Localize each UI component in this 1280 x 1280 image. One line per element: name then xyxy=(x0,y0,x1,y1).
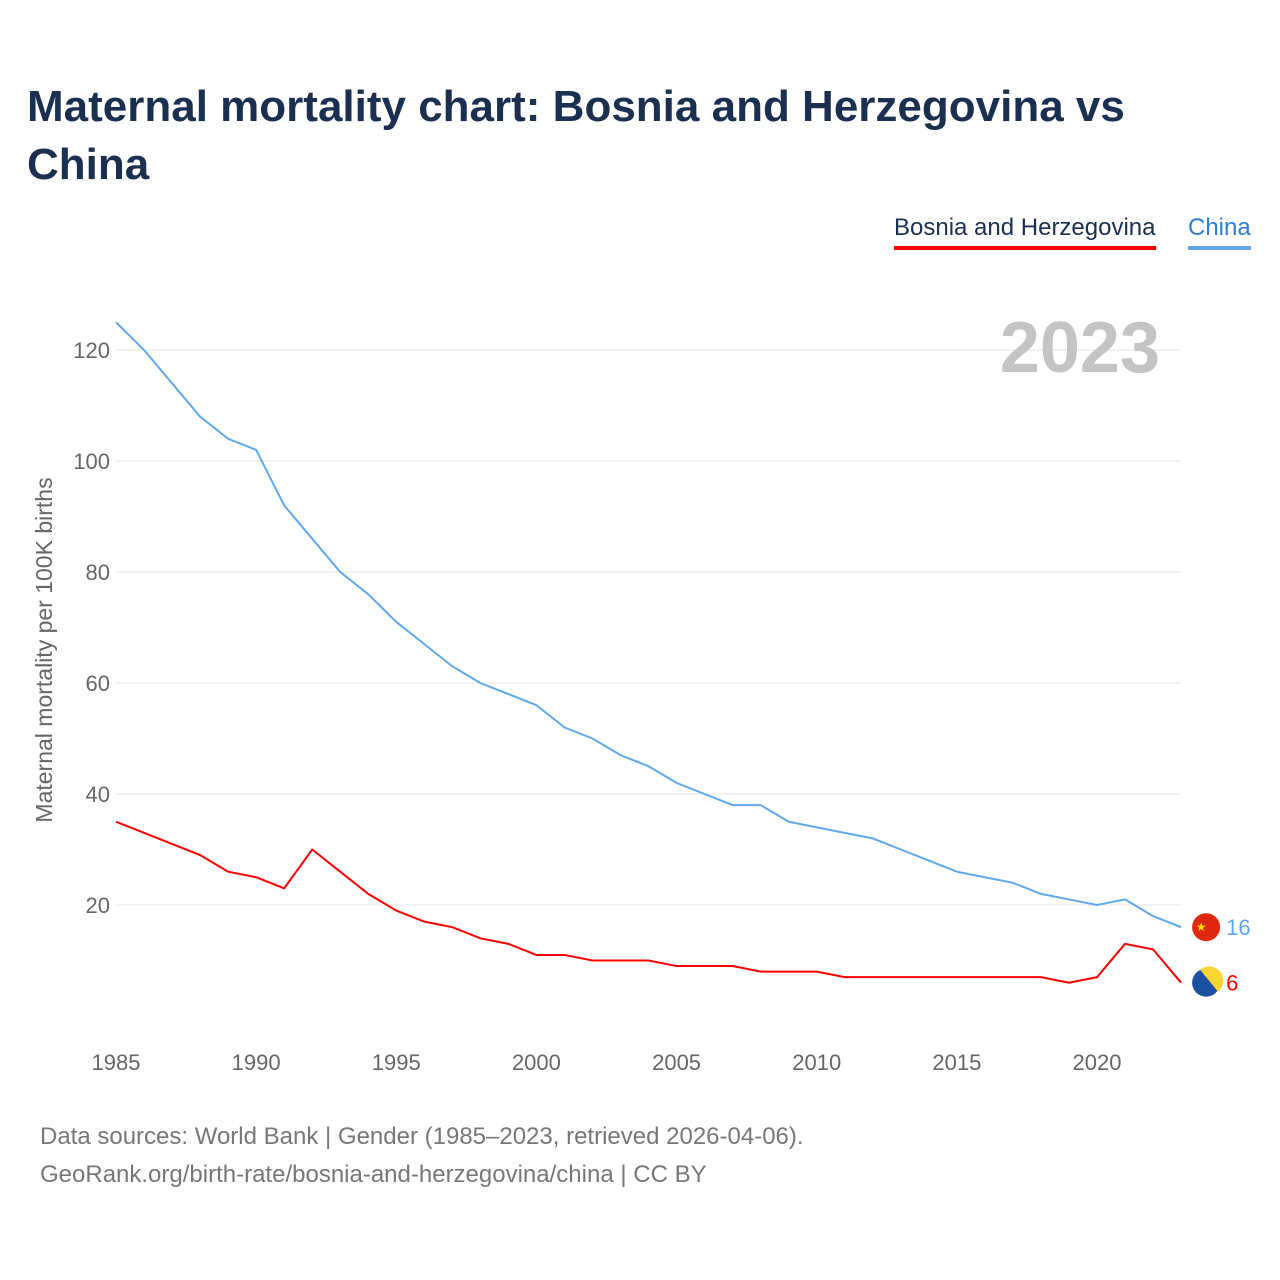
y-tick-label: 80 xyxy=(86,560,110,585)
y-tick-label: 20 xyxy=(86,893,110,918)
y-axis-label: Maternal mortality per 100K births xyxy=(31,477,57,822)
x-tick-label: 2005 xyxy=(652,1050,701,1075)
end-value-label: 16 xyxy=(1226,915,1250,940)
year-label: 2023 xyxy=(1000,308,1160,388)
y-tick-label: 120 xyxy=(73,338,110,363)
x-tick-label: 1995 xyxy=(372,1050,421,1075)
footer: Data sources: World Bank | Gender (1985–… xyxy=(40,1118,804,1194)
end-value-label: 6 xyxy=(1226,971,1238,996)
series-line-china xyxy=(115,321,1182,929)
attribution-link[interactable]: GeoRank.org/birth-rate/bosnia-and-herzeg… xyxy=(40,1161,707,1188)
x-tick-label: 1985 xyxy=(92,1050,141,1075)
x-tick-label: 2010 xyxy=(792,1050,841,1075)
chart-title: Maternal mortality chart: Bosnia and Her… xyxy=(27,82,1125,189)
line-chart: 20 40 60 80 100 120 1985 1990 1995 2000 2005 2010 20… xyxy=(31,308,1251,1075)
y-tick-label: 60 xyxy=(86,671,110,696)
x-tick-label: 2000 xyxy=(512,1050,561,1075)
china-flag-icon xyxy=(1192,913,1221,942)
flag-triangle xyxy=(1200,966,1224,992)
x-tick-label: 2020 xyxy=(1073,1050,1122,1075)
source-text: Data sources: World Bank | Gender (1985–… xyxy=(40,1123,804,1150)
y-tick-label: 100 xyxy=(73,449,110,474)
x-tick-label: 2015 xyxy=(932,1050,981,1075)
y-tick-label: 40 xyxy=(86,782,110,807)
x-tick-label: 1990 xyxy=(232,1050,281,1075)
flag-star: ★ xyxy=(1196,920,1207,934)
legend-bosnia[interactable]: Bosnia and Herzegovina xyxy=(894,214,1156,250)
legend-china[interactable]: China xyxy=(1188,214,1251,250)
series-line-bosnia xyxy=(115,820,1182,984)
